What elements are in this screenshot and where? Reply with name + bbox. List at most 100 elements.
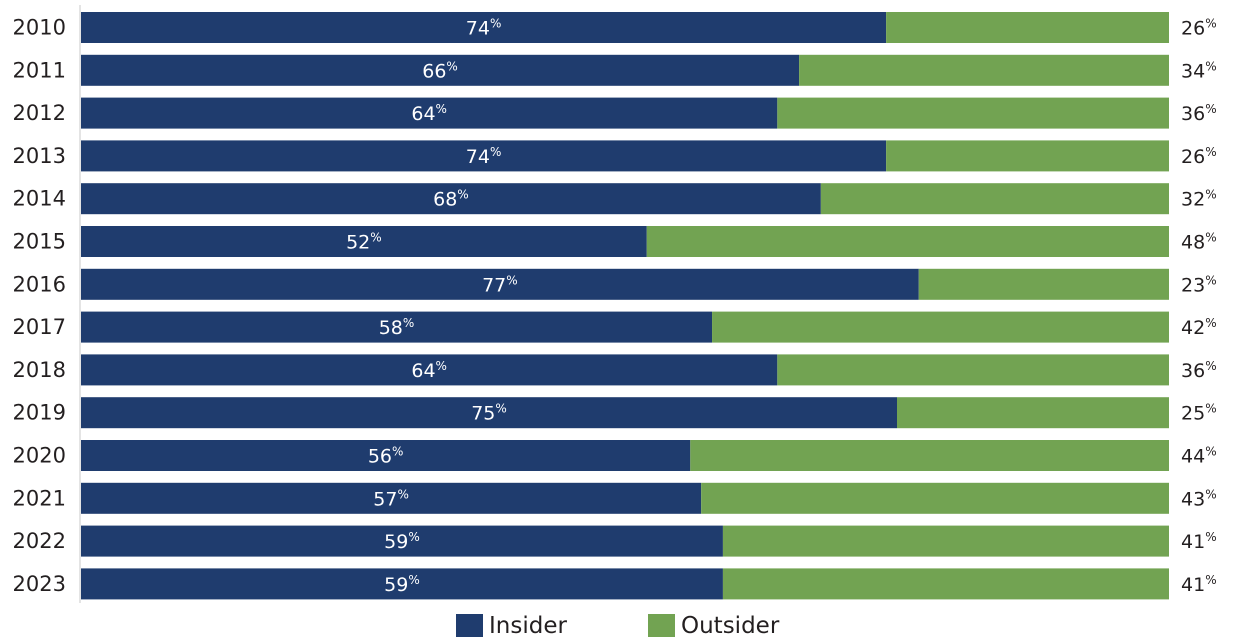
bar-insider-2022 bbox=[81, 525, 723, 557]
bar-outsider-2015 bbox=[646, 226, 1169, 257]
data-label-outsider-2011-percent-sign: % bbox=[1205, 59, 1216, 73]
data-label-insider-2012: 64% bbox=[411, 102, 447, 125]
data-label-outsider-2010: 26% bbox=[1181, 17, 1217, 40]
data-label-outsider-2019: 25% bbox=[1181, 402, 1217, 425]
bar-outsider-2011 bbox=[799, 54, 1169, 86]
data-label-insider-2023: 59% bbox=[384, 573, 420, 596]
data-label-insider-2020: 56% bbox=[368, 445, 404, 468]
y-tick-label: 2020 bbox=[13, 444, 66, 468]
bar-outsider-2018 bbox=[777, 354, 1169, 386]
data-label-outsider-2021-value: 43 bbox=[1181, 488, 1205, 510]
data-label-outsider-2020-percent-sign: % bbox=[1205, 445, 1216, 459]
data-label-outsider-2022-value: 41 bbox=[1181, 531, 1205, 553]
bar-outsider-2019 bbox=[897, 397, 1169, 429]
bar-insider-2012 bbox=[81, 97, 778, 129]
data-label-insider-2016: 77% bbox=[482, 273, 518, 296]
data-label-insider-2019-percent-sign: % bbox=[495, 402, 506, 416]
legend-swatch-insider bbox=[456, 614, 483, 637]
data-label-insider-2013-value: 74 bbox=[466, 146, 490, 168]
data-label-insider-2017: 58% bbox=[379, 316, 415, 339]
data-label-insider-2011: 66% bbox=[422, 59, 458, 82]
y-tick-label: 2018 bbox=[13, 358, 66, 382]
legend-label-insider: Insider bbox=[489, 613, 567, 637]
bar-insider-2023 bbox=[81, 568, 723, 600]
data-label-outsider-2014: 32% bbox=[1181, 188, 1217, 211]
data-label-insider-2020-value: 56 bbox=[368, 446, 392, 468]
bar-insider-2019 bbox=[81, 397, 897, 429]
data-label-outsider-2014-percent-sign: % bbox=[1205, 188, 1216, 202]
data-label-insider-2023-value: 59 bbox=[384, 574, 408, 596]
data-label-outsider-2014-value: 32 bbox=[1181, 189, 1205, 211]
bar-insider-2010 bbox=[81, 12, 887, 43]
y-tick-label: 2012 bbox=[13, 101, 66, 125]
data-label-insider-2023-percent-sign: % bbox=[408, 573, 419, 587]
data-label-insider-2013-percent-sign: % bbox=[490, 145, 501, 159]
data-label-outsider-2013: 26% bbox=[1181, 145, 1217, 168]
y-tick-label: 2010 bbox=[13, 16, 66, 40]
bar-insider-2017 bbox=[81, 311, 713, 343]
data-label-outsider-2017-percent-sign: % bbox=[1205, 316, 1216, 330]
y-tick-label: 2017 bbox=[13, 315, 66, 339]
bar-insider-2015 bbox=[81, 226, 647, 257]
data-label-outsider-2010-percent-sign: % bbox=[1205, 17, 1216, 31]
data-label-insider-2019-value: 75 bbox=[471, 403, 495, 425]
bar-outsider-2013 bbox=[886, 140, 1169, 172]
legend-label-outsider: Outsider bbox=[681, 613, 780, 637]
data-label-insider-2015-value: 52 bbox=[346, 232, 370, 254]
data-label-insider-2017-percent-sign: % bbox=[403, 316, 414, 330]
data-label-insider-2021-value: 57 bbox=[373, 488, 397, 510]
y-tick-label: 2016 bbox=[13, 272, 66, 296]
data-label-outsider-2016-percent-sign: % bbox=[1205, 273, 1216, 287]
data-label-insider-2022-percent-sign: % bbox=[408, 530, 419, 544]
data-label-outsider-2017: 42% bbox=[1181, 316, 1217, 339]
data-label-outsider-2022: 41% bbox=[1181, 530, 1217, 553]
bar-insider-2013 bbox=[81, 140, 887, 172]
data-label-insider-2010-value: 74 bbox=[466, 18, 490, 40]
bars-group: 2010 74% 26%2011 66% 34%2012 64% 36%2013 74% 26%… bbox=[13, 12, 1217, 600]
data-label-outsider-2010-value: 26 bbox=[1181, 18, 1205, 40]
data-label-insider-2018-value: 64 bbox=[411, 360, 435, 382]
bar-outsider-2012 bbox=[777, 97, 1169, 129]
data-label-insider-2022: 59% bbox=[384, 530, 420, 553]
data-label-outsider-2020-value: 44 bbox=[1181, 446, 1205, 468]
data-label-outsider-2020: 44% bbox=[1181, 445, 1217, 468]
data-label-outsider-2016: 23% bbox=[1181, 273, 1217, 296]
data-label-outsider-2015-percent-sign: % bbox=[1205, 231, 1216, 245]
data-label-outsider-2019-percent-sign: % bbox=[1205, 402, 1216, 416]
data-label-insider-2019: 75% bbox=[471, 402, 507, 425]
data-label-outsider-2012-value: 36 bbox=[1181, 103, 1205, 125]
data-label-insider-2012-value: 64 bbox=[411, 103, 435, 125]
data-label-insider-2021-percent-sign: % bbox=[397, 487, 408, 501]
data-label-outsider-2021-percent-sign: % bbox=[1205, 487, 1216, 501]
data-label-outsider-2018-value: 36 bbox=[1181, 360, 1205, 382]
data-label-insider-2021: 57% bbox=[373, 487, 409, 510]
data-label-outsider-2023-percent-sign: % bbox=[1205, 573, 1216, 587]
y-tick-label: 2022 bbox=[13, 529, 66, 553]
data-label-insider-2013: 74% bbox=[466, 145, 502, 168]
bar-outsider-2020 bbox=[690, 440, 1169, 471]
y-tick-label: 2019 bbox=[13, 401, 66, 425]
data-label-insider-2014-value: 68 bbox=[433, 189, 457, 211]
bar-insider-2016 bbox=[81, 268, 919, 300]
bar-outsider-2010 bbox=[886, 12, 1169, 43]
data-label-outsider-2023: 41% bbox=[1181, 573, 1217, 596]
data-label-outsider-2018-percent-sign: % bbox=[1205, 359, 1216, 373]
data-label-outsider-2023-value: 41 bbox=[1181, 574, 1205, 596]
bar-insider-2021 bbox=[81, 482, 702, 514]
data-label-insider-2018: 64% bbox=[411, 359, 447, 382]
bar-insider-2018 bbox=[81, 354, 778, 386]
data-label-insider-2014: 68% bbox=[433, 188, 469, 211]
bar-outsider-2021 bbox=[701, 482, 1169, 514]
legend: Insider Outsider bbox=[456, 613, 780, 637]
data-label-insider-2011-percent-sign: % bbox=[446, 59, 457, 73]
data-label-insider-2015: 52% bbox=[346, 231, 382, 254]
data-label-insider-2014-percent-sign: % bbox=[457, 188, 468, 202]
data-label-outsider-2013-percent-sign: % bbox=[1205, 145, 1216, 159]
data-label-insider-2010-percent-sign: % bbox=[490, 17, 501, 31]
data-label-outsider-2022-percent-sign: % bbox=[1205, 530, 1216, 544]
data-label-outsider-2018: 36% bbox=[1181, 359, 1217, 382]
data-label-insider-2016-percent-sign: % bbox=[506, 273, 517, 287]
data-label-insider-2015-percent-sign: % bbox=[370, 231, 381, 245]
y-tick-label: 2011 bbox=[13, 58, 66, 82]
